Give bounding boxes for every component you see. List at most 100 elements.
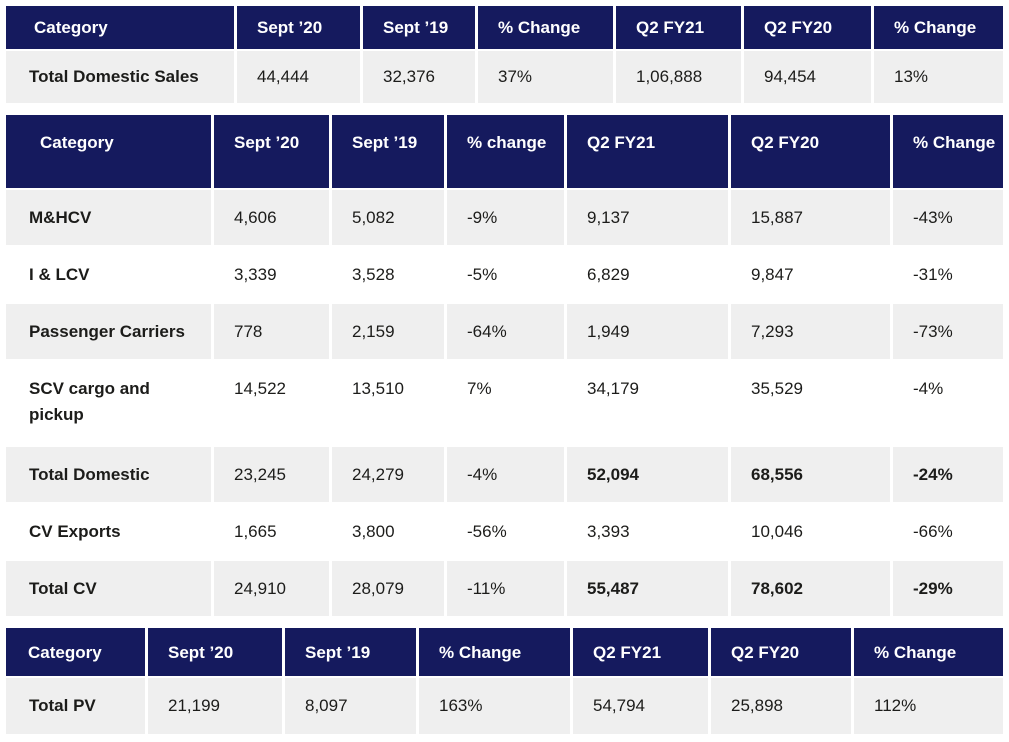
- value-cell: -29%: [893, 561, 1003, 618]
- header-cell-pct-change-month: % Change: [419, 628, 573, 678]
- header-cell-q2fy21: Q2 FY21: [567, 115, 731, 190]
- header-cell-q2fy21: Q2 FY21: [573, 628, 711, 678]
- value-cell: 55,487: [567, 561, 731, 618]
- table-row-total-domestic: Total Domestic 23,245 24,279 -4% 52,094 …: [6, 447, 1003, 504]
- value-cell: 13%: [874, 51, 1003, 105]
- value-cell: -4%: [893, 361, 1003, 447]
- category-cell: Total Domestic: [6, 447, 214, 504]
- table-row-mhcv: M&HCV 4,606 5,082 -9% 9,137 15,887 -43%: [6, 190, 1003, 247]
- value-cell: 5,082: [332, 190, 447, 247]
- table-row-passenger-carriers: Passenger Carriers 778 2,159 -64% 1,949 …: [6, 304, 1003, 361]
- header-cell-pct-change-quarter: % Change: [854, 628, 1003, 678]
- header-cell-pct-change-quarter: % Change: [893, 115, 1003, 190]
- header-cell-pct-change-month: % change: [447, 115, 567, 190]
- value-cell: 23,245: [214, 447, 332, 504]
- header-cell-q2fy20: Q2 FY20: [711, 628, 854, 678]
- value-cell: 6,829: [567, 247, 731, 304]
- value-cell: 9,847: [731, 247, 893, 304]
- value-cell: 1,949: [567, 304, 731, 361]
- category-cell: CV Exports: [6, 504, 214, 561]
- value-cell: 7,293: [731, 304, 893, 361]
- header-cell-sept19: Sept ’19: [285, 628, 419, 678]
- value-cell: 25,898: [711, 678, 854, 736]
- category-cell: Total Domestic Sales: [6, 51, 237, 105]
- table-row-scv-cargo-pickup: SCV cargo and pickup 14,522 13,510 7% 34…: [6, 361, 1003, 447]
- value-cell: 10,046: [731, 504, 893, 561]
- header-cell-category: Category: [6, 115, 214, 190]
- value-cell: 37%: [478, 51, 616, 105]
- value-cell: 112%: [854, 678, 1003, 736]
- pv-sales-table: Category Sept ’20 Sept ’19 % Change Q2 F…: [6, 628, 1003, 736]
- table-row-cv-exports: CV Exports 1,665 3,800 -56% 3,393 10,046…: [6, 504, 1003, 561]
- category-cell: Total CV: [6, 561, 214, 618]
- table-row-total-domestic-sales: Total Domestic Sales 44,444 32,376 37% 1…: [6, 51, 1003, 105]
- value-cell: 9,137: [567, 190, 731, 247]
- value-cell: 778: [214, 304, 332, 361]
- value-cell: 3,800: [332, 504, 447, 561]
- value-cell: 78,602: [731, 561, 893, 618]
- header-cell-sept20: Sept ’20: [148, 628, 285, 678]
- cv-table-header: Category Sept ’20 Sept ’19 % change Q2 F…: [6, 115, 1003, 190]
- value-cell: 7%: [447, 361, 567, 447]
- cv-breakdown-table: Category Sept ’20 Sept ’19 % change Q2 F…: [6, 115, 1003, 618]
- value-cell: 32,376: [363, 51, 478, 105]
- table-row-ilcv: I & LCV 3,339 3,528 -5% 6,829 9,847 -31%: [6, 247, 1003, 304]
- header-cell-sept19: Sept ’19: [363, 6, 478, 51]
- pv-table-header: Category Sept ’20 Sept ’19 % Change Q2 F…: [6, 628, 1003, 678]
- summary-table-header: Category Sept ’20 Sept ’19 % Change Q2 F…: [6, 6, 1003, 51]
- table-row-total-cv: Total CV 24,910 28,079 -11% 55,487 78,60…: [6, 561, 1003, 618]
- header-cell-pct-change-month: % Change: [478, 6, 616, 51]
- value-cell: 28,079: [332, 561, 447, 618]
- value-cell: 2,159: [332, 304, 447, 361]
- value-cell: -9%: [447, 190, 567, 247]
- value-cell: 35,529: [731, 361, 893, 447]
- header-row: Category Sept ’20 Sept ’19 % Change Q2 F…: [6, 628, 1003, 678]
- category-cell: M&HCV: [6, 190, 214, 247]
- header-row: Category Sept ’20 Sept ’19 % change Q2 F…: [6, 115, 1003, 190]
- value-cell: 44,444: [237, 51, 363, 105]
- value-cell: 94,454: [744, 51, 874, 105]
- value-cell: -11%: [447, 561, 567, 618]
- value-cell: -64%: [447, 304, 567, 361]
- header-cell-category: Category: [6, 628, 148, 678]
- header-cell-sept19: Sept ’19: [332, 115, 447, 190]
- value-cell: 13,510: [332, 361, 447, 447]
- header-cell-sept20: Sept ’20: [237, 6, 363, 51]
- value-cell: -5%: [447, 247, 567, 304]
- header-cell-q2fy20: Q2 FY20: [744, 6, 874, 51]
- value-cell: 15,887: [731, 190, 893, 247]
- value-cell: -43%: [893, 190, 1003, 247]
- value-cell: 3,339: [214, 247, 332, 304]
- category-cell: I & LCV: [6, 247, 214, 304]
- value-cell: 163%: [419, 678, 573, 736]
- value-cell: 1,665: [214, 504, 332, 561]
- value-cell: 68,556: [731, 447, 893, 504]
- value-cell: 24,279: [332, 447, 447, 504]
- value-cell: 1,06,888: [616, 51, 744, 105]
- value-cell: -66%: [893, 504, 1003, 561]
- value-cell: -56%: [447, 504, 567, 561]
- value-cell: 34,179: [567, 361, 731, 447]
- value-cell: 8,097: [285, 678, 419, 736]
- header-cell-q2fy20: Q2 FY20: [731, 115, 893, 190]
- value-cell: 3,393: [567, 504, 731, 561]
- header-cell-pct-change-quarter: % Change: [874, 6, 1003, 51]
- value-cell: -4%: [447, 447, 567, 504]
- value-cell: 14,522: [214, 361, 332, 447]
- category-cell: SCV cargo and pickup: [6, 361, 214, 447]
- value-cell: 4,606: [214, 190, 332, 247]
- category-cell: Total PV: [6, 678, 148, 736]
- value-cell: -73%: [893, 304, 1003, 361]
- value-cell: -31%: [893, 247, 1003, 304]
- value-cell: 21,199: [148, 678, 285, 736]
- value-cell: 52,094: [567, 447, 731, 504]
- header-cell-q2fy21: Q2 FY21: [616, 6, 744, 51]
- table-row-total-pv: Total PV 21,199 8,097 163% 54,794 25,898…: [6, 678, 1003, 736]
- value-cell: 3,528: [332, 247, 447, 304]
- header-cell-sept20: Sept ’20: [214, 115, 332, 190]
- value-cell: 24,910: [214, 561, 332, 618]
- value-cell: 54,794: [573, 678, 711, 736]
- value-cell: -24%: [893, 447, 1003, 504]
- header-row: Category Sept ’20 Sept ’19 % Change Q2 F…: [6, 6, 1003, 51]
- category-cell: Passenger Carriers: [6, 304, 214, 361]
